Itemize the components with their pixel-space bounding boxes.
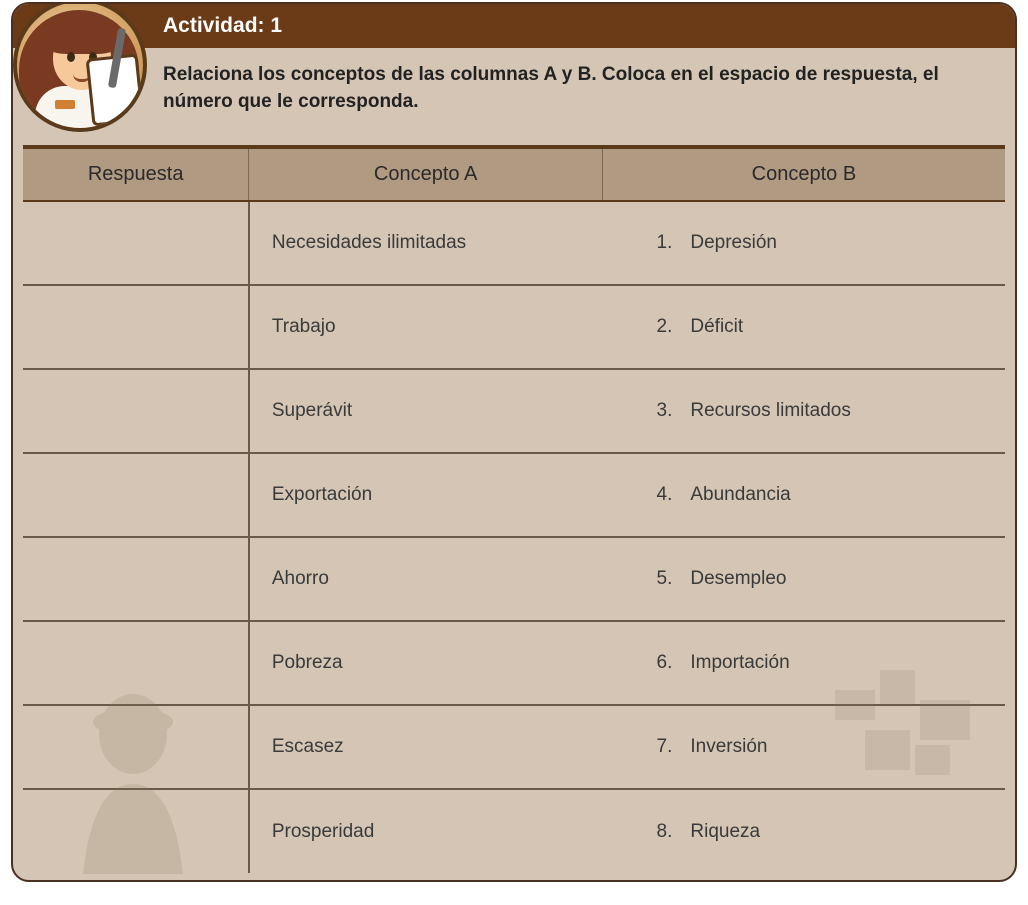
concepto-b-text: Riqueza <box>690 821 760 842</box>
respuesta-cell[interactable] <box>23 789 249 873</box>
table-row: Escasez 7. Inversión <box>23 705 1005 789</box>
concepto-b-cell: 8. Riqueza <box>602 789 1005 873</box>
concepto-b-cell: 1. Depresión <box>602 201 1005 285</box>
table-row: Pobreza 6. Importación <box>23 621 1005 705</box>
concepto-b-number: 4. <box>642 484 672 506</box>
activity-title: Actividad: 1 <box>163 14 282 37</box>
concepto-b-text: Déficit <box>690 316 743 337</box>
respuesta-cell[interactable] <box>23 201 249 285</box>
concepto-a-cell: Escasez <box>249 705 603 789</box>
concepto-b-number: 5. <box>642 568 672 590</box>
concepto-b-text: Inversión <box>690 736 767 757</box>
respuesta-cell[interactable] <box>23 621 249 705</box>
concepto-b-text: Recursos limitados <box>690 400 851 421</box>
activity-title-bar: Actividad: 1 <box>13 4 1015 48</box>
concepto-b-cell: 5. Desempleo <box>602 537 1005 621</box>
concepto-b-number: 1. <box>642 232 672 254</box>
concepto-a-cell: Trabajo <box>249 285 603 369</box>
header-respuesta: Respuesta <box>23 147 249 201</box>
header-concepto-b: Concepto B <box>602 147 1005 201</box>
table-header-row: Respuesta Concepto A Concepto B <box>23 147 1005 201</box>
concepto-a-cell: Exportación <box>249 453 603 537</box>
header-concepto-a: Concepto A <box>249 147 603 201</box>
table-body: Necesidades ilimitadas 1. Depresión Trabajo… <box>23 201 1005 873</box>
respuesta-cell[interactable] <box>23 453 249 537</box>
concepto-b-text: Desempleo <box>690 568 786 589</box>
concepto-a-cell: Pobreza <box>249 621 603 705</box>
respuesta-cell[interactable] <box>23 285 249 369</box>
concepto-b-cell: 2. Déficit <box>602 285 1005 369</box>
concepto-b-text: Importación <box>690 652 789 673</box>
concepto-a-cell: Superávit <box>249 369 603 453</box>
table-row: Exportación 4. Abundancia <box>23 453 1005 537</box>
concepto-b-number: 3. <box>642 400 672 422</box>
avatar-illustration <box>11 2 157 142</box>
concepto-b-number: 8. <box>642 821 672 843</box>
concepto-b-cell: 6. Importación <box>602 621 1005 705</box>
activity-card: Actividad: 1 Relaciona los conceptos de … <box>11 2 1017 882</box>
concepto-a-cell: Necesidades ilimitadas <box>249 201 603 285</box>
concepto-b-cell: 3. Recursos limitados <box>602 369 1005 453</box>
concepto-a-cell: Prosperidad <box>249 789 603 873</box>
matching-table-wrap: Respuesta Concepto A Concepto B Necesida… <box>13 145 1015 873</box>
table-row: Ahorro 5. Desempleo <box>23 537 1005 621</box>
concepto-b-number: 2. <box>642 316 672 338</box>
concepto-b-number: 7. <box>642 736 672 758</box>
concepto-b-cell: 4. Abundancia <box>602 453 1005 537</box>
respuesta-cell[interactable] <box>23 537 249 621</box>
concepto-b-cell: 7. Inversión <box>602 705 1005 789</box>
table-row: Trabajo 2. Déficit <box>23 285 1005 369</box>
table-row: Necesidades ilimitadas 1. Depresión <box>23 201 1005 285</box>
table-row: Superávit 3. Recursos limitados <box>23 369 1005 453</box>
concepto-b-number: 6. <box>642 652 672 674</box>
respuesta-cell[interactable] <box>23 705 249 789</box>
matching-table: Respuesta Concepto A Concepto B Necesida… <box>23 145 1005 873</box>
respuesta-cell[interactable] <box>23 369 249 453</box>
concepto-b-text: Abundancia <box>690 484 790 505</box>
concepto-b-text: Depresión <box>690 232 777 253</box>
concepto-a-cell: Ahorro <box>249 537 603 621</box>
table-row: Prosperidad 8. Riqueza <box>23 789 1005 873</box>
activity-instructions: Relaciona los conceptos de las columnas … <box>13 48 1015 145</box>
